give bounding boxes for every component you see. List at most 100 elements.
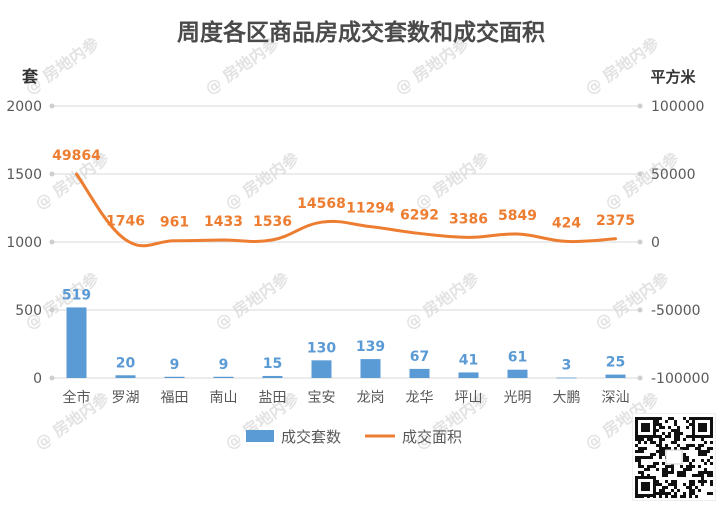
qr-module: [662, 432, 665, 435]
qr-module: [689, 444, 692, 447]
qr-module: [650, 438, 653, 441]
qr-module: [662, 489, 665, 492]
qr-finder-ring: [635, 417, 656, 438]
qr-module: [653, 462, 656, 465]
qr-module: [662, 486, 665, 489]
y-left-tick-label: 2000: [6, 99, 42, 115]
qr-module: [692, 444, 695, 447]
qr-module: [662, 462, 665, 465]
qr-module: [704, 480, 707, 483]
qr-module: [689, 492, 692, 495]
bar-series: [66, 307, 626, 379]
qr-module: [662, 447, 665, 450]
bar-data-label: 3: [562, 358, 572, 374]
qr-module: [668, 426, 671, 429]
qr-module: [641, 456, 644, 459]
grid-marker: [637, 103, 643, 109]
legend: 成交套数 成交面积: [246, 428, 462, 446]
gridlines: [49, 103, 643, 381]
qr-module: [659, 492, 662, 495]
qr-module: [659, 423, 662, 426]
qr-module: [671, 480, 674, 483]
qr-module: [689, 468, 692, 471]
qr-module: [659, 495, 662, 498]
qr-module: [638, 462, 641, 465]
qr-module: [692, 459, 695, 462]
qr-module: [677, 444, 680, 447]
qr-module: [668, 447, 671, 450]
qr-module: [698, 471, 701, 474]
qr-module: [656, 423, 659, 426]
qr-module: [686, 447, 689, 450]
qr-module: [674, 492, 677, 495]
qr-module: [707, 471, 710, 474]
qr-module: [701, 471, 704, 474]
qr-module: [689, 495, 692, 498]
line-data-label: 5849: [498, 208, 537, 224]
qr-module: [674, 495, 677, 498]
line-data-label: 3386: [449, 211, 488, 227]
qr-module: [683, 495, 686, 498]
qr-module: [668, 432, 671, 435]
qr-module: [683, 417, 686, 420]
qr-module: [707, 492, 710, 495]
qr-module: [695, 474, 698, 477]
qr-module: [704, 450, 707, 453]
y-right-tick-label: 50000: [651, 167, 696, 183]
qr-module: [686, 444, 689, 447]
watermark-text: @ 房地内参: [401, 268, 483, 333]
qr-module: [656, 468, 659, 471]
x-tick-label: 南山: [210, 390, 238, 406]
qr-module: [695, 447, 698, 450]
qr-module: [701, 477, 704, 480]
line-series: [75, 172, 617, 248]
qr-module: [662, 474, 665, 477]
qr-module: [665, 480, 668, 483]
qr-module: [677, 435, 680, 438]
qr-module: [641, 465, 644, 468]
qr-module: [674, 429, 677, 432]
qr-module: [683, 483, 686, 486]
qr-module: [650, 456, 653, 459]
qr-module: [683, 438, 686, 441]
x-tick-label: 深汕: [602, 390, 630, 406]
qr-module: [662, 438, 665, 441]
x-tick-label: 全市: [63, 389, 91, 406]
bar-data-label: 9: [219, 357, 229, 373]
qr-module: [674, 423, 677, 426]
qr-module: [683, 447, 686, 450]
line-data-label: 424: [552, 215, 581, 231]
qr-module: [683, 453, 686, 456]
qr-module: [695, 495, 698, 498]
qr-module: [698, 480, 701, 483]
qr-module: [671, 495, 674, 498]
qr-module: [668, 435, 671, 438]
qr-module: [665, 495, 668, 498]
qr-module: [641, 438, 644, 441]
qr-module: [674, 483, 677, 486]
qr-module: [659, 441, 662, 444]
qr-module: [638, 456, 641, 459]
qr-module: [674, 480, 677, 483]
line-data-label: 2375: [596, 213, 635, 229]
bar: [164, 376, 185, 378]
qr-module: [701, 453, 704, 456]
qr-module: [647, 468, 650, 471]
watermark-text: @ 房地内参: [411, 148, 493, 213]
x-tick-label: 大鹏: [553, 390, 581, 406]
qr-module: [665, 492, 668, 495]
qr-module: [662, 453, 665, 456]
qr-module: [659, 489, 662, 492]
legend-label-bar: 成交套数: [281, 428, 341, 446]
qr-module: [689, 462, 692, 465]
chart-title: 周度各区商品房成交套数和成交面积: [177, 19, 545, 46]
qr-module: [650, 465, 653, 468]
qr-module: [638, 471, 641, 474]
qr-module: [677, 474, 680, 477]
qr-module: [665, 468, 668, 471]
qr-module: [692, 465, 695, 468]
qr-module: [668, 417, 671, 420]
qr-module: [704, 471, 707, 474]
qr-module: [674, 438, 677, 441]
qr-module: [707, 459, 710, 462]
